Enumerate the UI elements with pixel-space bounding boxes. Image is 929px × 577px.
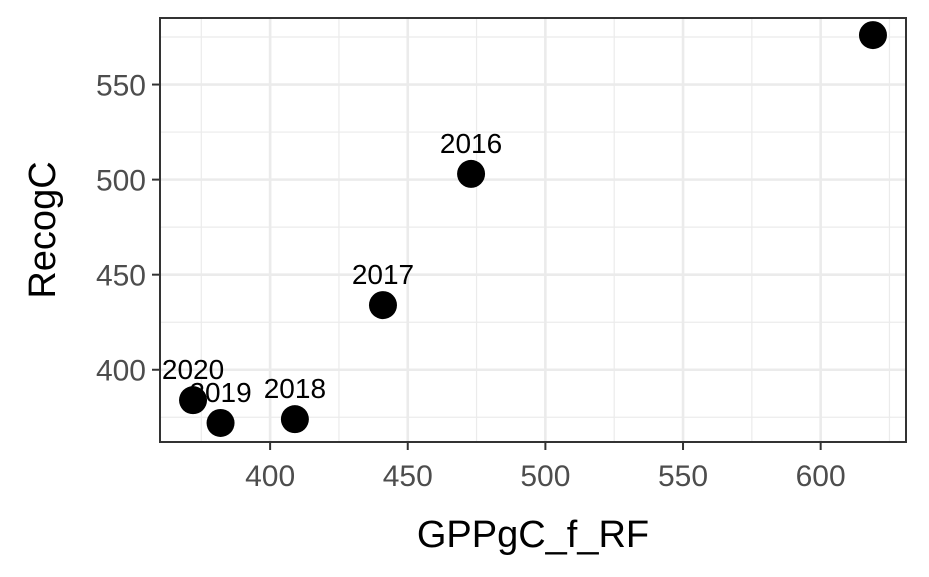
y-tick-label: 500 bbox=[96, 165, 146, 198]
data-point bbox=[368, 291, 397, 320]
data-point bbox=[206, 408, 235, 437]
data-point bbox=[457, 159, 486, 188]
x-tick-label: 450 bbox=[383, 460, 433, 493]
y-tick-label: 400 bbox=[96, 355, 146, 388]
point-label: 2020 bbox=[162, 354, 224, 385]
x-tick-label: 550 bbox=[658, 460, 708, 493]
point-label: 2019 bbox=[189, 377, 251, 408]
major-grid bbox=[160, 18, 906, 442]
x-tick-label: 400 bbox=[245, 460, 295, 493]
panel-border bbox=[159, 17, 907, 443]
x-axis-title: GPPgC_f_RF bbox=[417, 514, 649, 556]
point-label: 2018 bbox=[264, 373, 326, 404]
axis-ticks bbox=[152, 83, 822, 450]
y-tick-label: 550 bbox=[96, 70, 146, 103]
data-points bbox=[179, 21, 887, 437]
point-label: 2016 bbox=[440, 128, 502, 159]
x-tick-label: 600 bbox=[796, 460, 846, 493]
data-point bbox=[179, 386, 208, 415]
x-tick-label: 500 bbox=[520, 460, 570, 493]
x-axis-tick-labels: 400 450 500 550 600 bbox=[245, 460, 846, 493]
point-label: 2017 bbox=[352, 259, 414, 290]
y-axis-title: RecogC bbox=[22, 161, 64, 298]
data-point bbox=[858, 21, 887, 50]
y-tick-label: 450 bbox=[96, 260, 146, 293]
y-axis-tick-labels: 400 450 500 550 bbox=[96, 70, 146, 388]
data-point bbox=[280, 405, 309, 434]
